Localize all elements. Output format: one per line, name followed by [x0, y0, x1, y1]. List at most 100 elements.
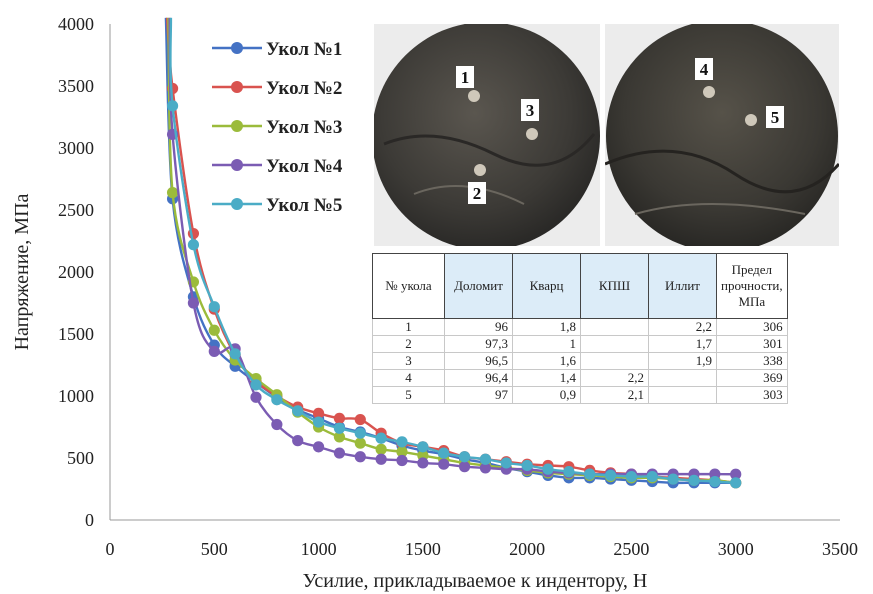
legend-swatch-marker — [231, 120, 243, 132]
data-point — [709, 475, 721, 488]
data-point — [208, 345, 220, 357]
data-point — [354, 451, 366, 463]
table-cell: 97 — [444, 386, 513, 404]
table-cell: 2,1 — [580, 386, 649, 404]
data-point — [312, 416, 325, 428]
data-point — [730, 468, 742, 480]
table-row: 2 97,3 1 1,7 301 — [372, 335, 788, 353]
series-layer — [164, 17, 742, 489]
legend-swatch-marker — [231, 42, 243, 54]
data-point — [208, 324, 220, 336]
legend-item: Укол №5 — [212, 195, 342, 216]
x-tick-label: 2500 — [613, 539, 649, 559]
specimen-label-2: 2 — [473, 184, 482, 203]
legend-label: Укол №3 — [266, 117, 342, 138]
specimen-photo-left: 1 3 2 — [374, 24, 600, 246]
legend-swatch-marker — [231, 159, 243, 171]
specimen-label-1: 1 — [461, 68, 470, 87]
y-tick-label: 1000 — [58, 386, 94, 406]
table-cell — [648, 386, 717, 404]
data-point — [542, 463, 554, 475]
data-point — [396, 454, 408, 467]
x-tick-label: 0 — [106, 539, 115, 559]
table-cell: 1 — [512, 335, 581, 353]
table-cell: 1 — [372, 318, 445, 336]
specimen-image-right: 4 5 — [605, 24, 839, 246]
table-row: 5 97 0,9 2,1 303 — [372, 386, 788, 404]
table-cell — [648, 369, 717, 387]
y-tick-label: 3000 — [58, 138, 94, 158]
data-point — [375, 443, 387, 455]
data-point — [688, 474, 700, 486]
table-row: 4 96,4 1,4 2,2 369 — [372, 369, 788, 387]
table-header-cell: КПШ — [580, 253, 649, 319]
x-tick-label: 3500 — [822, 539, 858, 559]
y-tick-label: 0 — [85, 510, 94, 530]
table-cell — [580, 318, 649, 336]
data-point — [667, 473, 679, 485]
data-point — [417, 457, 429, 469]
axes: 0 500 1000 1500 2000 2500 3000 3500 0 500 1000 1500… — [58, 14, 858, 559]
table-cell: 1,4 — [512, 369, 581, 387]
data-point — [458, 461, 471, 473]
legend-label: Укол №4 — [266, 156, 343, 177]
composition-table: № укола Доломит Кварц КПШ Иллит Предел прочно… — [372, 253, 788, 404]
table-cell: 306 — [716, 318, 788, 336]
legend-item: Укол №3 — [212, 117, 342, 138]
series-5 — [166, 17, 742, 489]
table-cell: 96 — [444, 318, 513, 336]
data-point — [271, 418, 283, 431]
data-point — [646, 471, 658, 483]
specimen-photo-right: 4 5 — [605, 24, 839, 246]
table-cell: 2 — [372, 335, 445, 353]
table-cell: 96,5 — [444, 352, 513, 370]
table-cell: 1,7 — [648, 335, 717, 353]
legend-item: Укол №2 — [212, 78, 342, 99]
legend-swatch-marker — [231, 198, 243, 210]
legend-label: Укол №1 — [266, 39, 342, 60]
data-point — [271, 394, 283, 406]
table-cell: 4 — [372, 369, 445, 387]
data-point — [584, 468, 596, 480]
data-point — [229, 348, 241, 360]
table-cell: 338 — [716, 352, 788, 370]
table-header-cell: Предел прочности, МПа — [716, 253, 788, 319]
table-cell: 1,8 — [512, 318, 581, 336]
data-point — [625, 471, 638, 483]
table-cell: 96,4 — [444, 369, 513, 387]
data-point — [563, 466, 575, 478]
data-point — [458, 451, 471, 463]
data-point — [250, 391, 262, 403]
table-cell: 369 — [716, 369, 788, 387]
data-point — [333, 422, 346, 434]
table-cell: 0,9 — [512, 386, 581, 404]
data-point — [333, 447, 346, 459]
table-cell: 301 — [716, 335, 788, 353]
y-tick-label: 3500 — [58, 76, 94, 96]
table-cell: 303 — [716, 386, 788, 404]
data-point — [438, 458, 450, 470]
table-cell — [580, 335, 649, 353]
x-tick-label: 3000 — [718, 539, 754, 559]
data-point — [250, 379, 262, 391]
table-cell — [580, 352, 649, 370]
data-point — [438, 447, 450, 459]
data-point — [166, 187, 179, 199]
specimen-label-3: 3 — [526, 101, 535, 120]
data-point — [312, 441, 325, 453]
table-row: 1 96 1,8 2,2 306 — [372, 318, 788, 336]
table-header-row: № укола Доломит Кварц КПШ Иллит Предел прочно… — [372, 253, 788, 319]
x-tick-label: 500 — [201, 539, 228, 559]
data-point — [208, 301, 220, 313]
table-row: 3 96,5 1,6 1,9 338 — [372, 352, 788, 370]
table-cell: 97,3 — [444, 335, 513, 353]
data-point — [417, 441, 429, 453]
data-point — [375, 453, 387, 465]
y-tick-label: 2500 — [58, 200, 94, 220]
table-cell: 1,6 — [512, 352, 581, 370]
x-tick-label: 1500 — [405, 539, 441, 559]
data-point — [187, 239, 200, 251]
legend-label: Укол №2 — [266, 78, 342, 99]
legend-swatch-marker — [231, 81, 243, 93]
